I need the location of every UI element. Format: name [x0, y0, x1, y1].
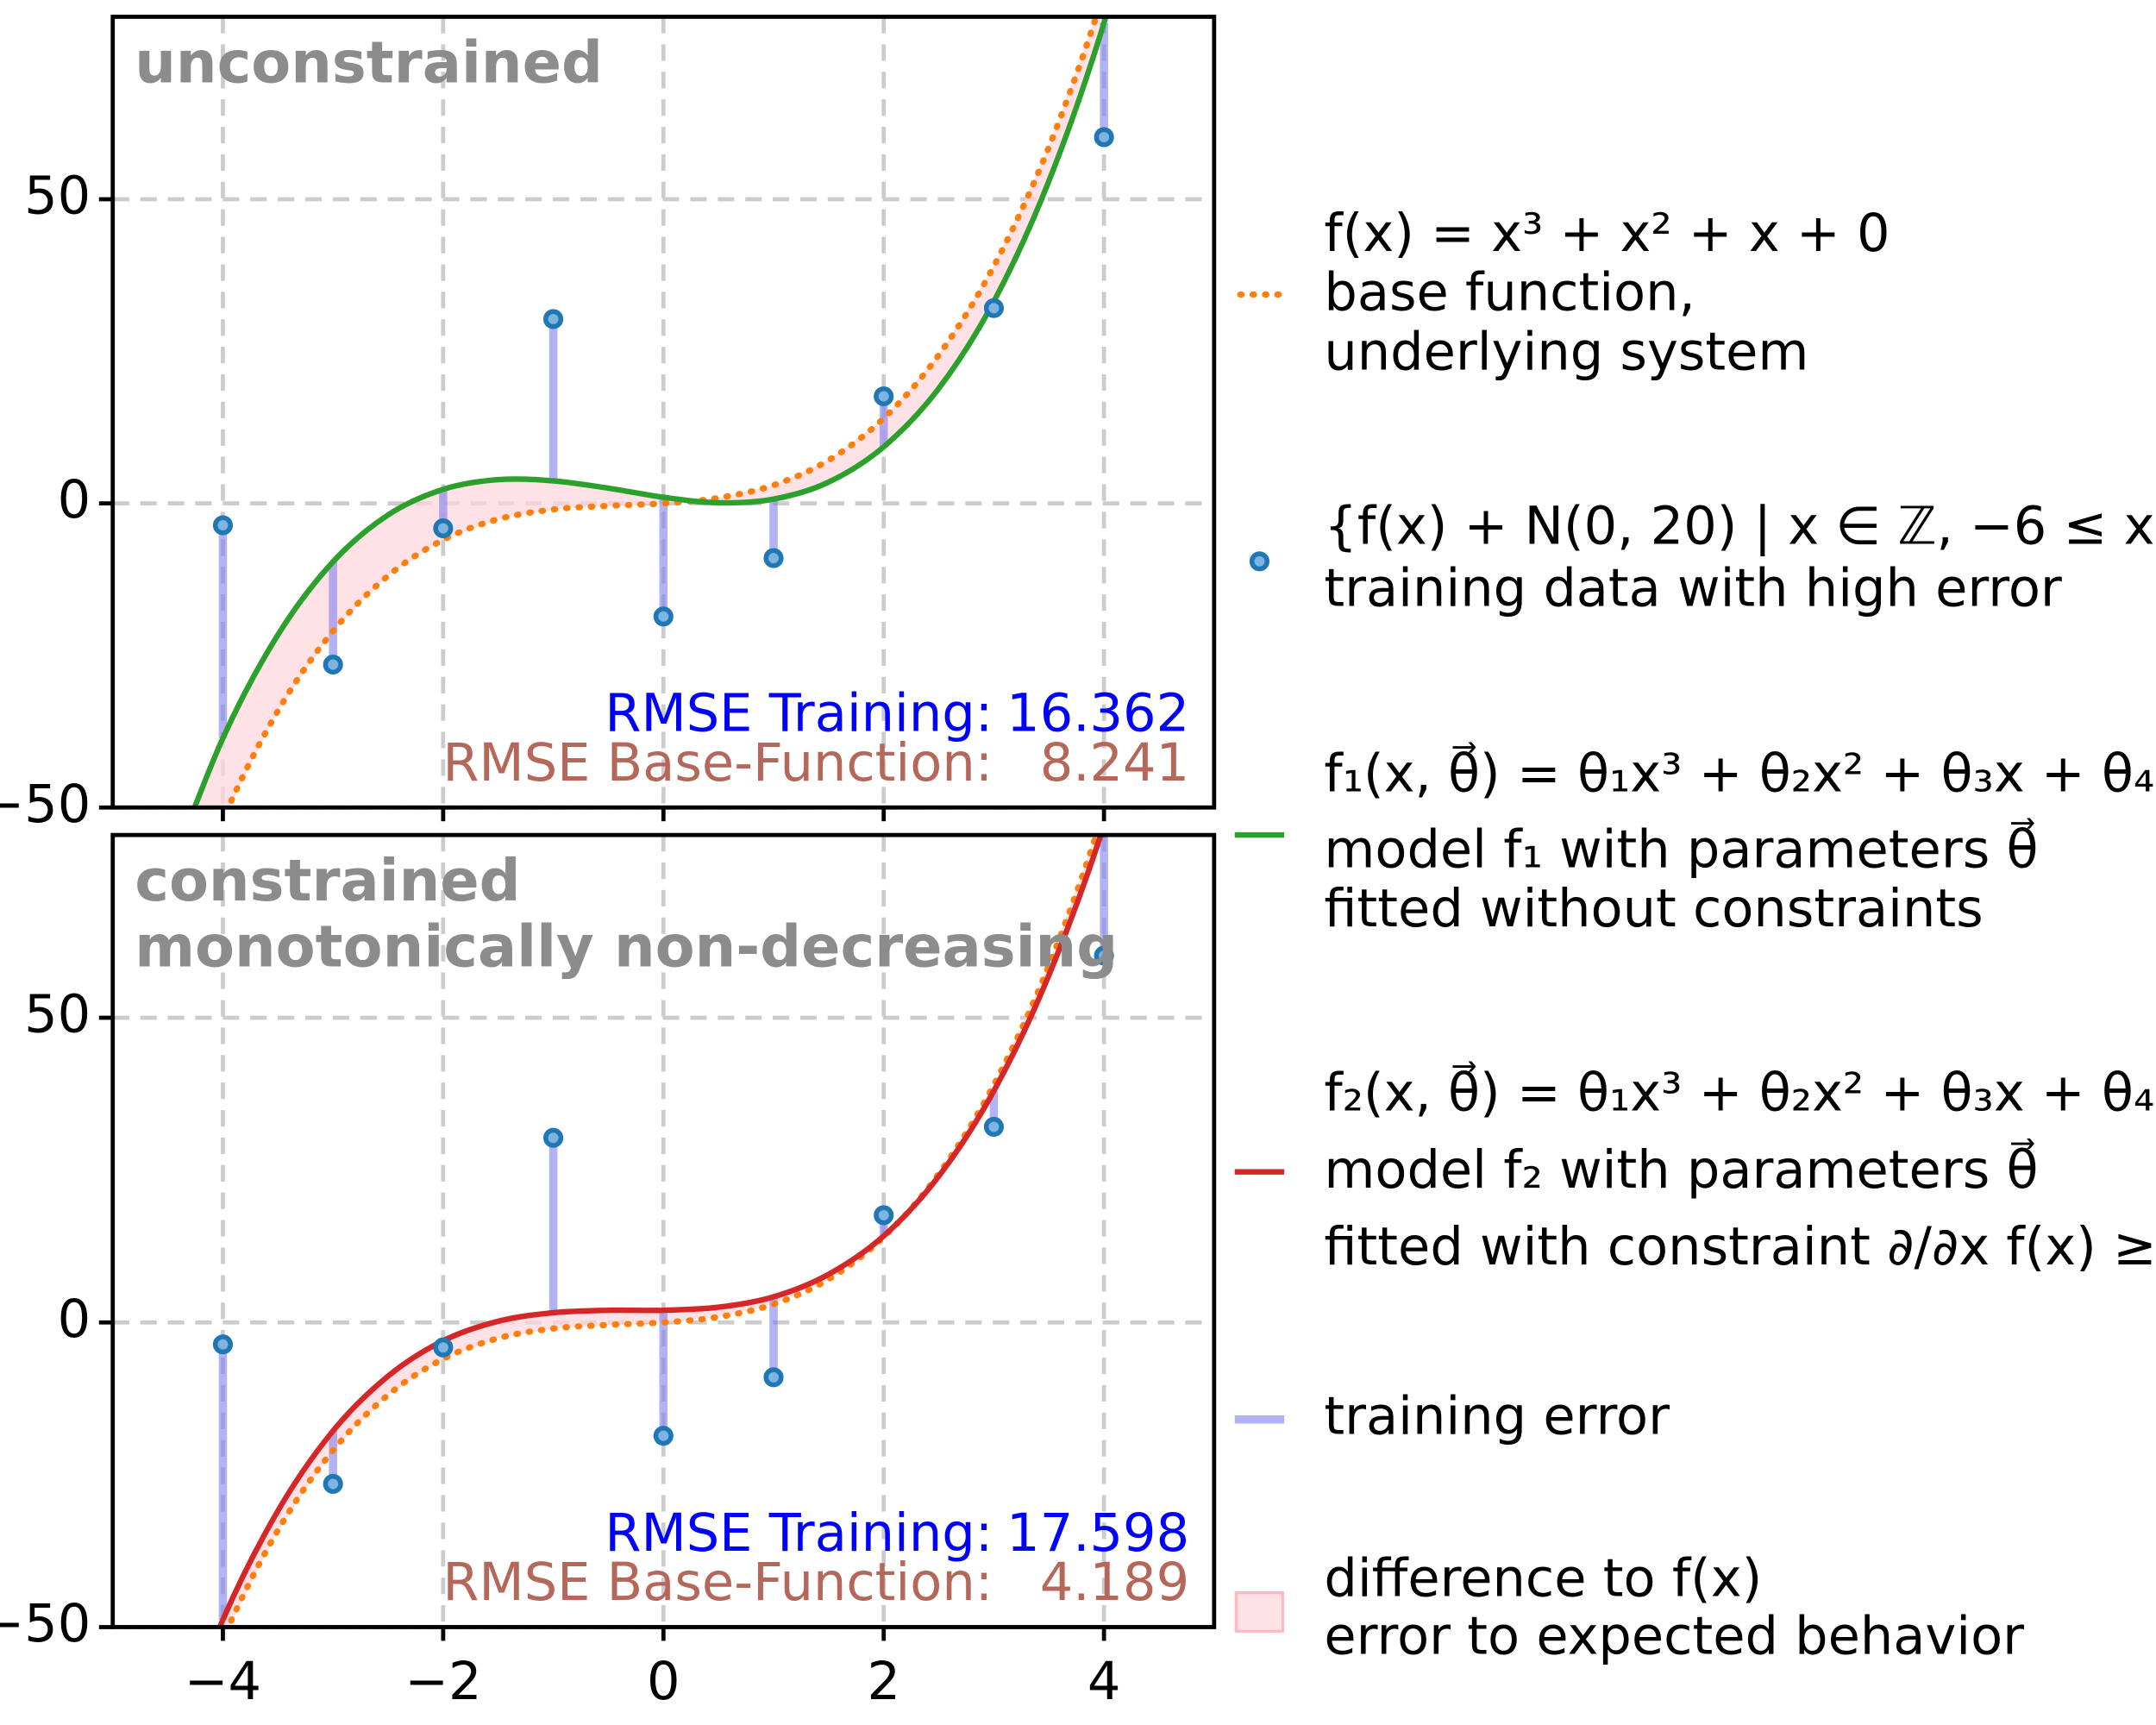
y-tick-label: −50	[0, 775, 91, 835]
legend-glyph	[1249, 551, 1270, 572]
legend-label: f₂(x, θ⃗) = θ₁x³ + θ₂x² + θ₃x + θ₄	[1324, 1062, 2154, 1124]
legend-label: fitted with constraint ∂/∂x f(x) ≥ 0	[1324, 1217, 2156, 1277]
legend-label: base function,	[1324, 263, 1695, 323]
data-point	[433, 1337, 454, 1358]
legend-label: training error	[1324, 1386, 1670, 1446]
data-point	[543, 309, 564, 329]
legend-label: underlying system	[1324, 322, 1808, 382]
data-point	[653, 606, 674, 627]
data-point	[1094, 127, 1114, 147]
x-tick-label: 4	[1087, 1652, 1121, 1712]
rmse-label: RMSE Training:	[605, 684, 993, 744]
legend-label: model f₂ with parameters θ⃗	[1324, 1138, 2038, 1201]
rmse-label: RMSE Base-Function:	[442, 733, 993, 794]
data-point	[763, 1367, 784, 1388]
panel-title: constrained	[135, 847, 520, 914]
rmse-value: 4.189	[1040, 1552, 1189, 1613]
data-point	[212, 1334, 234, 1355]
data-point	[323, 1473, 343, 1495]
y-tick-label: 0	[58, 470, 91, 530]
legend-label: fitted without constraints	[1324, 879, 1983, 939]
x-tick-label: −2	[404, 1652, 481, 1712]
rmse-value: 8.241	[1040, 733, 1189, 794]
data-point	[874, 1205, 894, 1226]
x-tick-label: 0	[647, 1652, 680, 1712]
x-tick-label: −4	[185, 1652, 261, 1712]
data-point	[323, 654, 343, 675]
data-point	[983, 298, 1004, 318]
y-tick-label: 50	[24, 166, 91, 227]
legend-label: model f₁ with parameters θ⃗	[1324, 818, 2038, 880]
rmse-label: RMSE Base-Function:	[442, 1552, 993, 1613]
model-curve	[191, 16, 1109, 808]
panel-title: unconstrained	[135, 28, 603, 96]
y-tick-label: −50	[0, 1594, 91, 1654]
data-point	[1094, 945, 1114, 966]
rmse-value: 16.362	[1006, 684, 1189, 744]
rmse-label: RMSE Training:	[605, 1503, 993, 1564]
legend-label: error to expected behavior	[1324, 1606, 2024, 1666]
rmse-value: 17.598	[1006, 1503, 1189, 1564]
base-function	[224, 835, 1100, 1628]
y-tick-label: 0	[58, 1289, 91, 1350]
x-tick-label: 2	[867, 1652, 900, 1712]
legend-label: f₁(x, θ⃗) = θ₁x³ + θ₂x² + θ₃x + θ₄	[1324, 743, 2154, 805]
legend-label: {f(x) + N(0, 20) | x ∈ ℤ, −6 ≤ x ≤ 6}	[1324, 497, 2156, 557]
legend-glyph	[1234, 1591, 1285, 1633]
legend-label: difference to f(x)	[1324, 1548, 1762, 1609]
data-point	[543, 1127, 564, 1148]
data-point	[874, 386, 894, 407]
panel-title: monotonically non-decreasing	[135, 913, 1118, 981]
y-tick-label: 50	[24, 985, 91, 1045]
data-point	[763, 548, 784, 568]
legend-label: f(x) = x³ + x² + x + 0	[1324, 204, 1890, 264]
data-point	[212, 515, 234, 536]
data-point	[983, 1116, 1004, 1138]
data-point	[433, 518, 454, 539]
legend-label: training data with high error	[1324, 558, 2061, 618]
model-curve	[216, 835, 1104, 1628]
data-point	[653, 1426, 674, 1446]
